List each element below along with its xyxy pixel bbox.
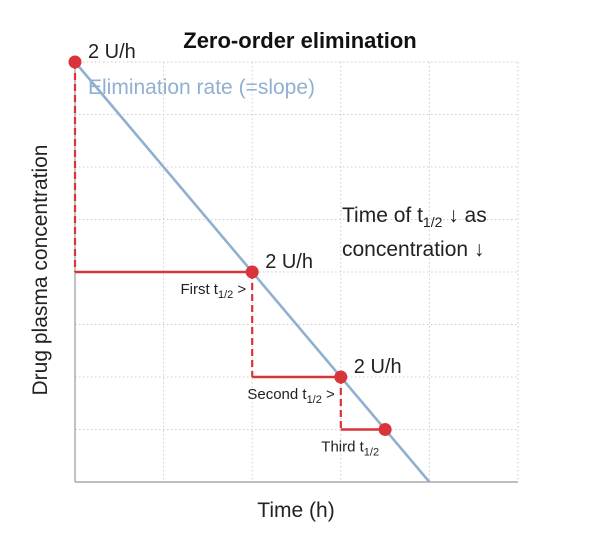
half-life-label-suffix: >	[233, 281, 246, 298]
half-life-labels: First t1/2 >Second t1/2 >Third t1/2	[180, 281, 379, 459]
half-life-steps	[73, 62, 386, 431]
y-axis-label: Drug plasma concentration	[29, 145, 52, 396]
half-life-label-sub: 1/2	[364, 447, 379, 459]
half-life-label-1: First t1/2 >	[180, 281, 246, 301]
annotation-line-1-sub: 1/2	[423, 214, 443, 230]
annotation-line-1-prefix: Time of t	[342, 204, 423, 227]
slope-label: Elimination rate (=slope)	[88, 76, 315, 99]
annotation-line-2: concentration ↓	[342, 238, 484, 261]
data-point-3	[334, 370, 348, 384]
half-life-label-prefix: Third t	[321, 439, 364, 456]
x-axis-label: Time (h)	[257, 499, 334, 522]
half-life-label-prefix: First t	[180, 281, 218, 298]
half-life-label-3: Third t1/2	[321, 439, 379, 459]
annotation-line-1: Time of t1/2 ↓ as	[342, 204, 487, 230]
data-points	[68, 55, 392, 436]
data-point-1	[68, 55, 82, 69]
half-life-label-prefix: Second t	[247, 386, 307, 403]
rate-label-3: 2 U/h	[354, 356, 402, 378]
rate-label-1: 2 U/h	[88, 41, 136, 63]
data-point-2	[245, 265, 259, 279]
rate-label-2: 2 U/h	[265, 251, 313, 273]
half-life-label-sub: 1/2	[218, 289, 233, 301]
half-life-label-sub: 1/2	[307, 394, 322, 406]
chart-title: Zero-order elimination	[183, 28, 416, 53]
half-life-label-2: Second t1/2 >	[247, 386, 335, 406]
rate-labels: 2 U/h 2 U/h 2 U/h	[88, 41, 402, 378]
half-life-label-suffix: >	[322, 386, 335, 403]
data-point-4	[378, 423, 392, 436]
annotation-line-1-suffix: ↓ as	[442, 204, 486, 227]
